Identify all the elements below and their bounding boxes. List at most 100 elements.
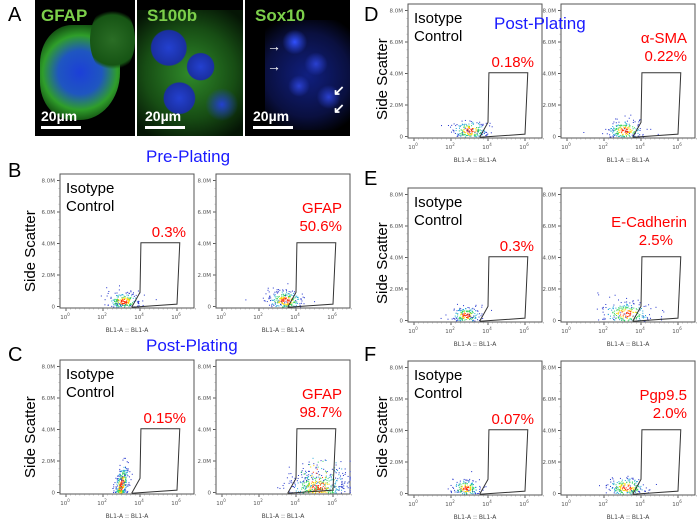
event-dot [322, 481, 324, 483]
event-dot [126, 471, 128, 473]
x-tick-label: 104 [635, 326, 645, 335]
y-tick-label: 4.0M [543, 72, 557, 78]
event-dot [282, 302, 284, 304]
event-dot [297, 298, 299, 300]
event-dot [341, 483, 343, 485]
event-dot [268, 297, 270, 299]
event-dot [628, 319, 630, 321]
event-dot [319, 484, 321, 486]
event-dot [468, 315, 470, 317]
event-dot [122, 303, 124, 305]
event-dot [288, 473, 290, 475]
event-dot [128, 294, 130, 296]
event-dot [325, 475, 327, 477]
event-dot [269, 297, 271, 299]
event-dot [120, 490, 122, 492]
event-dot [285, 306, 287, 308]
event-dot [118, 306, 120, 308]
x-tick-label: 102 [97, 312, 107, 321]
event-dot [464, 487, 466, 489]
event-dot [626, 129, 628, 131]
event-dot [262, 297, 264, 299]
event-dot [310, 466, 312, 468]
event-dot [467, 318, 469, 320]
x-tick-exponent: 4 [642, 499, 645, 504]
event-dot [597, 292, 599, 294]
event-dot [319, 477, 321, 479]
event-dot [626, 128, 628, 130]
event-dot [469, 478, 471, 480]
event-dot [623, 130, 625, 132]
event-dot [331, 484, 333, 486]
event-dot [315, 466, 317, 468]
event-dot [290, 298, 292, 300]
event-dot [625, 306, 627, 308]
event-dot [314, 482, 316, 484]
event-dot [283, 293, 285, 295]
event-dot [478, 129, 480, 131]
event-dot [461, 487, 463, 489]
x-tick-label: 100 [216, 498, 226, 507]
event-dot [620, 485, 622, 487]
event-dot [626, 312, 628, 314]
event-dot [628, 123, 630, 125]
event-dot [316, 487, 318, 489]
gate-polygon [287, 242, 337, 308]
event-dot [125, 304, 127, 306]
event-dot [287, 293, 289, 295]
event-dot [612, 132, 614, 134]
event-dot [321, 488, 323, 490]
event-dot [469, 485, 471, 487]
event-dot [605, 484, 607, 486]
event-dot [457, 134, 459, 136]
event-dot [614, 134, 616, 136]
y-tick-label: 0 [208, 491, 212, 497]
event-dot [282, 290, 284, 292]
event-dot [472, 493, 474, 495]
event-dot [617, 127, 619, 129]
event-dot [118, 300, 120, 302]
event-dot [283, 299, 285, 301]
event-dot [637, 125, 639, 127]
event-dot [609, 318, 611, 320]
event-dot [583, 131, 585, 133]
event-dot [460, 319, 462, 321]
event-dot [602, 306, 604, 308]
event-dot [292, 298, 294, 300]
event-dot [324, 491, 326, 493]
event-dot [632, 477, 634, 479]
event-dot [617, 134, 619, 136]
event-dot [137, 290, 139, 292]
event-dot [613, 121, 615, 123]
event-dot [121, 487, 123, 489]
y-tick-label: 0 [400, 492, 404, 498]
event-dot [296, 295, 298, 297]
event-dot [118, 491, 120, 493]
event-dot [331, 478, 333, 480]
event-dot [285, 301, 287, 303]
event-dot [626, 304, 628, 306]
x-tick-label: 104 [290, 498, 300, 507]
event-dot [274, 301, 276, 303]
event-dot [321, 482, 323, 484]
event-dot [643, 316, 645, 318]
event-dot [642, 310, 644, 312]
event-dot [460, 129, 462, 131]
event-dot [472, 316, 474, 318]
event-dot [457, 485, 459, 487]
event-dot [290, 304, 292, 306]
event-dot [127, 300, 129, 302]
x-axis-label: BL1-A :: BL1-A [262, 513, 306, 520]
event-dot [347, 487, 349, 489]
y-tick-label: 6.0M [42, 396, 56, 402]
event-dot [305, 488, 307, 490]
event-dot [294, 477, 296, 479]
event-dot [471, 489, 473, 491]
event-dot [623, 489, 625, 491]
event-dot [323, 491, 325, 493]
event-dot [280, 297, 282, 299]
event-dot [303, 480, 305, 482]
event-dot [462, 130, 464, 132]
